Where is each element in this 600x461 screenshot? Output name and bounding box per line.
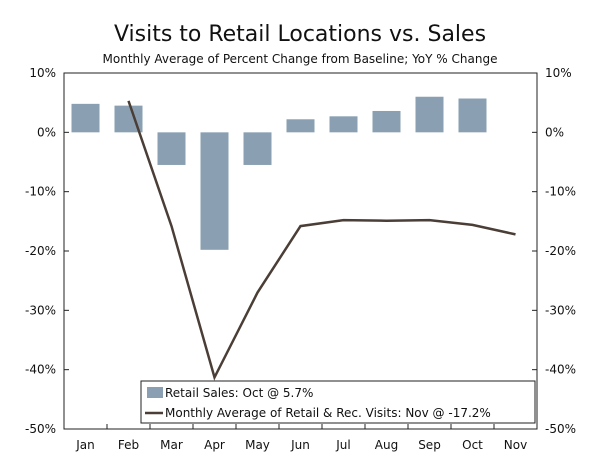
y-tick-label-left: 0% [37,125,56,139]
x-tick-label: Apr [204,438,225,452]
chart-title: Visits to Retail Locations vs. Sales [113,22,487,47]
legend-label-retail-sales: Retail Sales: Oct @ 5.7% [165,386,313,400]
y-tick-label-left: -30% [25,303,56,317]
y-tick-label-right: -10% [545,185,576,199]
x-tick-label: Mar [160,438,183,452]
y-tick-label-right: 0% [545,125,564,139]
y-tick-label-right: -30% [545,303,576,317]
legend-label-visits: Monthly Average of Retail & Rec. Visits:… [165,406,491,420]
y-tick-label-left: -40% [25,363,56,377]
x-tick-label: May [245,438,270,452]
y-tick-label-left: -10% [25,185,56,199]
bar-retail-sales [415,96,444,133]
y-tick-label-right: -20% [545,244,576,258]
bar-retail-sales [329,116,358,133]
bar-retail-sales [71,103,100,133]
line-retail-visits [127,100,516,381]
y-tick-label-left: -20% [25,244,56,258]
legend-box [140,380,536,424]
x-tick-label: Jan [75,438,95,452]
x-tick-label: Oct [462,438,483,452]
bar-retail-sales [157,132,186,165]
legend-swatch-bar [147,387,163,398]
y-tick-label-right: 10% [545,66,572,80]
x-tick-label: Nov [504,438,527,452]
y-tick-label-left: 10% [29,66,56,80]
x-tick-label: Jul [335,438,350,452]
y-tick-label-left: -50% [25,422,56,436]
bar-retail-sales [372,110,401,133]
x-tick-label: Sep [418,438,441,452]
chart-subtitle: Monthly Average of Percent Change from B… [102,52,498,66]
x-tick-label: Jun [290,438,310,452]
bar-retail-sales [458,98,487,133]
x-tick-label: Aug [375,438,398,452]
y-tick-label-right: -40% [545,363,576,377]
x-tick-label: Feb [118,438,139,452]
bar-retail-sales [243,132,272,165]
y-tick-label-right: -50% [545,422,576,436]
bar-retail-sales [286,119,315,133]
bar-retail-sales [200,132,229,250]
